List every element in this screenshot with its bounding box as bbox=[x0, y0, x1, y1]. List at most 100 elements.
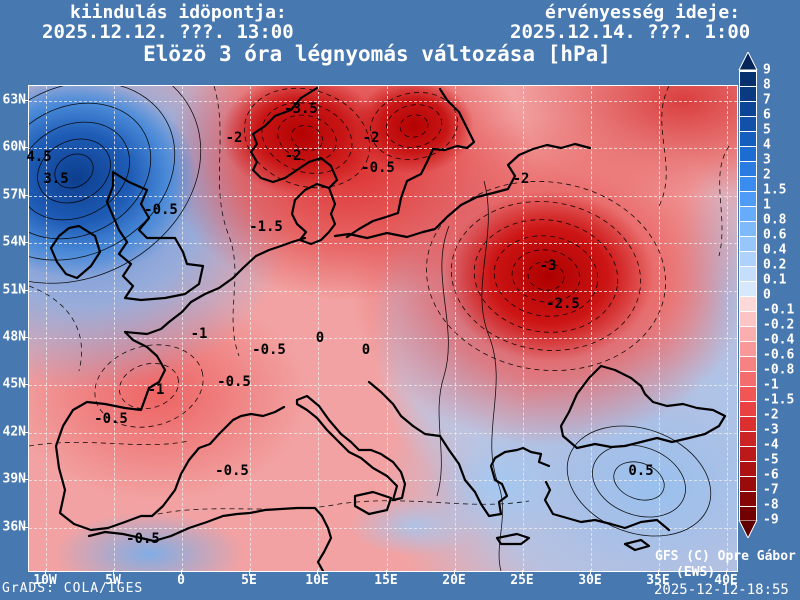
gridlines-layer bbox=[29, 86, 737, 571]
colorbar-box bbox=[740, 281, 756, 296]
colorbar-arrow-up-icon bbox=[738, 52, 758, 70]
contour-label: -0.5 bbox=[217, 374, 251, 390]
contour-label: -3 bbox=[539, 258, 557, 274]
y-axis-tick bbox=[22, 479, 28, 480]
colorbar-label: -4 bbox=[763, 437, 779, 453]
gridline-horizontal bbox=[29, 148, 737, 149]
contour-coastline-layer bbox=[29, 86, 730, 571]
colorbar-label: 0.2 bbox=[763, 257, 787, 273]
contour-label: -0.5 bbox=[252, 342, 286, 358]
colorbar-box bbox=[740, 431, 756, 446]
colorbar-box bbox=[740, 296, 756, 311]
colorbar-box bbox=[740, 206, 756, 221]
y-axis-tick bbox=[22, 147, 28, 148]
x-axis-label: 5W bbox=[105, 573, 121, 588]
contour-label: 3.5 bbox=[43, 171, 69, 187]
y-axis-tick bbox=[22, 195, 28, 196]
y-axis-label: 39N bbox=[2, 471, 26, 487]
y-axis-label: 45N bbox=[2, 376, 26, 392]
colorbar-box bbox=[740, 311, 756, 326]
gridline-vertical bbox=[591, 86, 592, 571]
gridline-vertical bbox=[523, 86, 524, 571]
gridline-vertical bbox=[182, 86, 183, 571]
watermark-credit: GFS (C) Opre Gábor bbox=[655, 549, 796, 564]
colorbar: 9 8 7 6 5 4 3 2 1.5 1 0.8 0.6 0.4 0.2 0.1 0 -0.1 -0.2 -0.4… bbox=[738, 52, 799, 538]
colorbar-box bbox=[740, 161, 756, 176]
colorbar-box bbox=[740, 476, 756, 491]
x-axis-tick bbox=[113, 570, 114, 576]
x-axis-label: 20E bbox=[442, 573, 466, 588]
contour-label: -0.5 bbox=[94, 411, 128, 427]
gridline-vertical bbox=[387, 86, 388, 571]
contour-label: -1.5 bbox=[249, 219, 283, 235]
y-axis-label: 63N bbox=[2, 92, 26, 108]
contour-label: -2.5 bbox=[546, 296, 580, 312]
colorbar-box bbox=[740, 461, 756, 476]
gridline-horizontal bbox=[29, 291, 737, 292]
valid-time-value: 2025.12.14. ???. 1:00 bbox=[510, 21, 751, 43]
x-axis-tick bbox=[522, 570, 523, 576]
colorbar-box bbox=[740, 146, 756, 161]
x-axis-tick bbox=[590, 570, 591, 576]
y-axis-tick bbox=[22, 290, 28, 291]
x-axis-tick bbox=[249, 570, 250, 576]
colorbar-box bbox=[740, 131, 756, 146]
colorbar-label: 0.4 bbox=[763, 242, 787, 258]
colorbar-label: -0.8 bbox=[763, 362, 795, 378]
colorbar-label: -1 bbox=[763, 377, 779, 393]
contour-label: -2 bbox=[362, 130, 380, 146]
colorbar-box bbox=[740, 326, 756, 341]
gridline-vertical bbox=[659, 86, 660, 571]
x-axis-tick bbox=[726, 570, 727, 576]
colorbar-label: -0.2 bbox=[763, 317, 795, 333]
contour-label: -2 bbox=[284, 148, 302, 164]
colorbar-box bbox=[740, 386, 756, 401]
gridline-vertical bbox=[727, 86, 728, 571]
x-axis-tick bbox=[454, 570, 455, 576]
colorbar-box bbox=[740, 446, 756, 461]
colorbar-box bbox=[740, 236, 756, 251]
colorbar-box bbox=[740, 416, 756, 431]
colorbar-label: -0.1 bbox=[763, 302, 795, 318]
colorbar-label: -0.4 bbox=[763, 332, 795, 348]
x-axis-tick bbox=[181, 570, 182, 576]
colorbar-label: -7 bbox=[763, 482, 779, 498]
gridline-horizontal bbox=[29, 528, 737, 529]
colorbar-label: -8 bbox=[763, 497, 779, 513]
contour-label: -0.5 bbox=[361, 160, 395, 176]
y-axis-label: 60N bbox=[2, 139, 26, 155]
grads-credit: GrADS: COLA/IGES bbox=[2, 581, 144, 596]
colorbar-box bbox=[740, 176, 756, 191]
gridline-vertical bbox=[114, 86, 115, 571]
colorbar-box bbox=[740, 266, 756, 281]
y-axis-label: 36N bbox=[2, 519, 26, 535]
gridline-vertical bbox=[318, 86, 319, 571]
y-axis-label: 51N bbox=[2, 282, 26, 298]
y-axis-tick bbox=[22, 337, 28, 338]
colorbar-box bbox=[740, 221, 756, 236]
contour-label: -0.5 bbox=[126, 531, 160, 547]
colorbar-label: 1 bbox=[763, 197, 771, 213]
x-axis-label: 30E bbox=[578, 573, 602, 588]
gridline-vertical bbox=[455, 86, 456, 571]
x-axis-tick bbox=[386, 570, 387, 576]
colorbar-label: 0 bbox=[763, 287, 771, 303]
x-axis-label: 5E bbox=[241, 573, 257, 588]
colorbar-box bbox=[740, 491, 756, 506]
colorbar-arrow-down-icon bbox=[738, 520, 758, 538]
y-axis-tick bbox=[22, 384, 28, 385]
contour-label: -1 bbox=[147, 382, 165, 398]
colorbar-label: 0.6 bbox=[763, 227, 787, 243]
colorbar-label: -9 bbox=[763, 512, 779, 528]
y-axis-label: 42N bbox=[2, 424, 26, 440]
colorbar-label: 6 bbox=[763, 107, 771, 123]
colorbar-label: 7 bbox=[763, 92, 771, 108]
x-axis-label: 10W bbox=[33, 573, 57, 588]
x-axis-tick bbox=[45, 570, 46, 576]
y-axis-label: 54N bbox=[2, 234, 26, 250]
gridline-horizontal bbox=[29, 196, 737, 197]
colorbar-box bbox=[740, 101, 756, 116]
contour-label: -3.5 bbox=[284, 101, 318, 117]
colorbar-label: 3 bbox=[763, 152, 771, 168]
